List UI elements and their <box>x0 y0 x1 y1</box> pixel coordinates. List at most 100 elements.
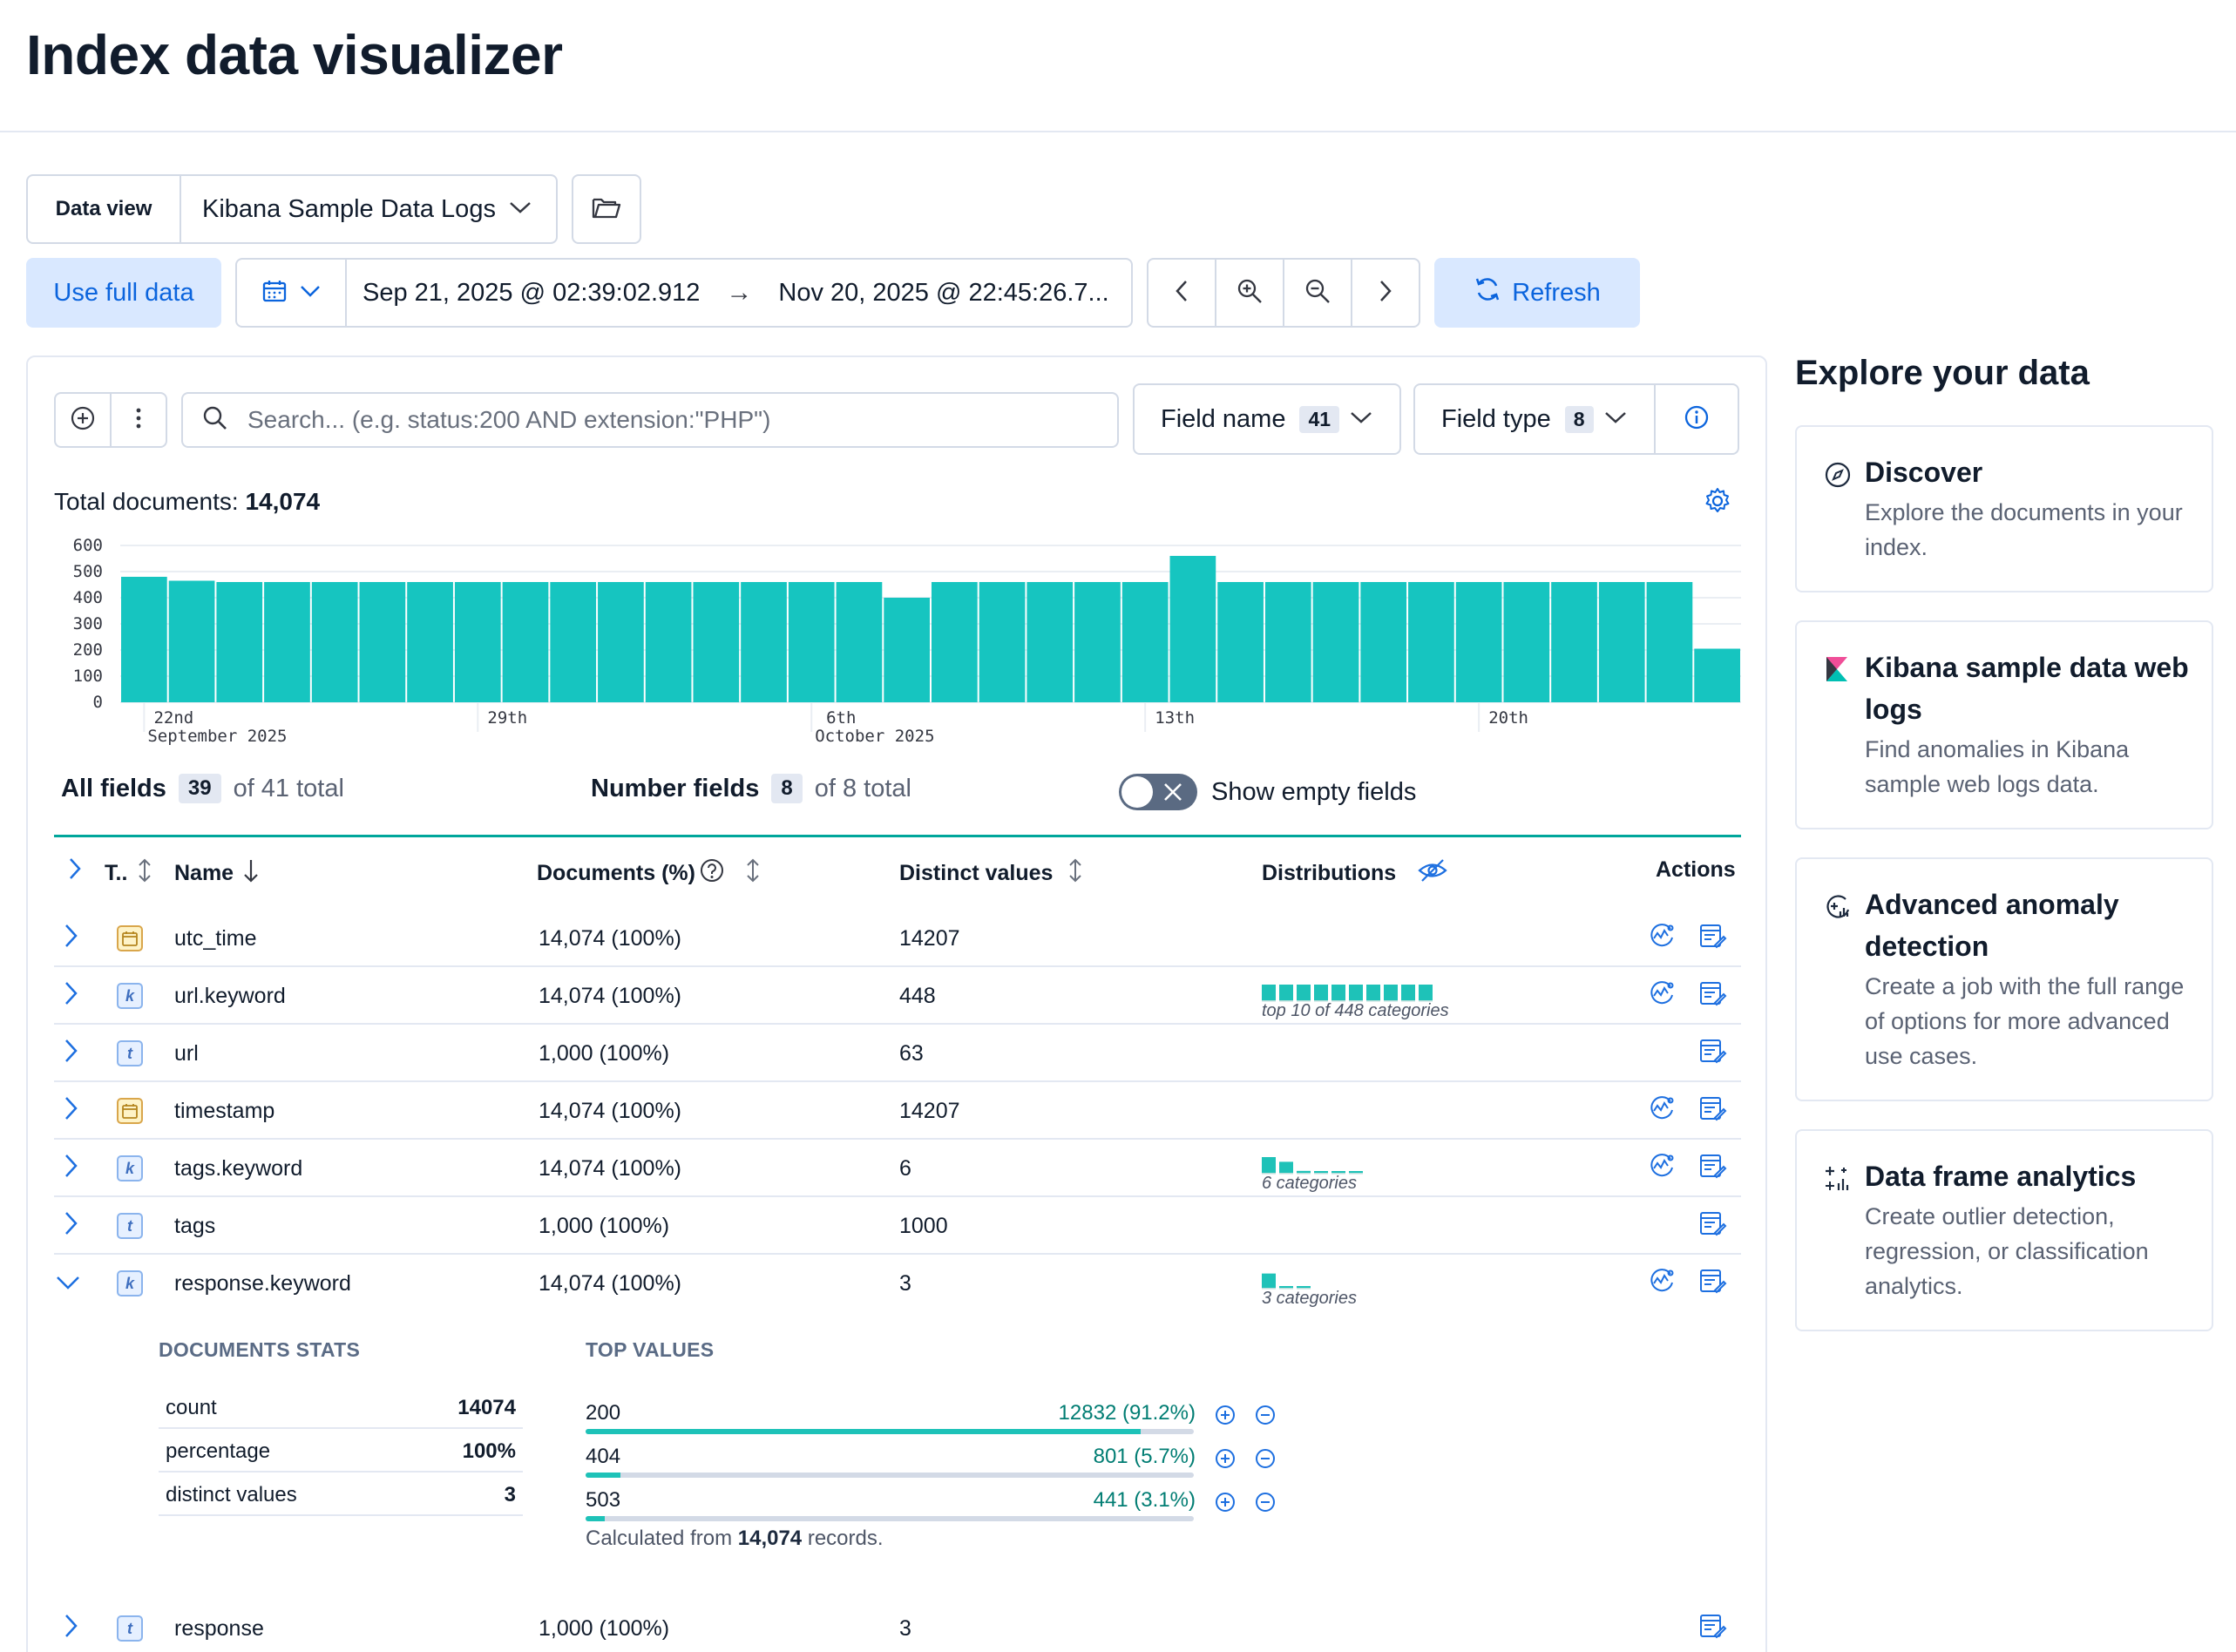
field-type-filter[interactable]: Field type 8 <box>1413 383 1739 455</box>
explore-in-lens-button[interactable] <box>1697 1600 1727 1652</box>
toggle-switch[interactable] <box>1119 774 1197 810</box>
explore-in-lens-button[interactable] <box>1697 1197 1727 1255</box>
expand-row-button[interactable] <box>63 1197 78 1255</box>
next-time-button[interactable] <box>1352 260 1419 326</box>
expand-row-button[interactable] <box>63 1600 78 1652</box>
search-icon <box>202 405 228 436</box>
explore-card[interactable]: Kibana sample data web logs Find anomalie… <box>1795 620 2213 829</box>
expand-row-button[interactable] <box>56 1255 80 1312</box>
y-tick-label: 400 <box>73 588 103 607</box>
zoom-in-button[interactable] <box>1216 260 1284 326</box>
open-folder-button[interactable] <box>572 174 641 244</box>
expand-all-button[interactable] <box>68 857 82 886</box>
explore-in-lens-button[interactable] <box>1697 1082 1727 1140</box>
expand-row-button[interactable] <box>63 1025 78 1082</box>
all-fields-total: of 41 total <box>233 774 344 802</box>
date-end[interactable]: Nov 20, 2025 @ 22:45:26.7... <box>778 278 1109 307</box>
quick-select-button[interactable] <box>237 260 347 326</box>
date-picker[interactable]: Sep 21, 2025 @ 02:39:02.912 → Nov 20, 20… <box>235 258 1133 328</box>
zoom-out-button[interactable] <box>1284 260 1352 326</box>
field-name: response.keyword <box>174 1270 351 1296</box>
expand-row-button[interactable] <box>63 1140 78 1197</box>
explore-in-lens-button[interactable] <box>1697 910 1727 967</box>
chevron-right-icon <box>63 1096 78 1127</box>
filter-out-value-icon[interactable] <box>1253 1403 1277 1432</box>
ml-action-button[interactable] <box>1647 967 1677 1025</box>
expand-row-button[interactable] <box>63 967 78 1025</box>
field-name-filter[interactable]: Field name 41 <box>1133 383 1401 455</box>
data-view-selector[interactable]: Data view Kibana Sample Data Logs <box>26 174 558 244</box>
x-tick-label: 29th <box>487 708 527 728</box>
field-type-cell: t <box>117 1197 143 1255</box>
text-type-icon: t <box>117 1615 143 1642</box>
ml-action-button[interactable] <box>1647 1255 1677 1312</box>
explore-in-lens-button[interactable] <box>1697 1025 1727 1082</box>
distinct-values: 63 <box>899 1040 924 1066</box>
filter-for-value-icon[interactable] <box>1213 1403 1237 1432</box>
add-filter-button[interactable] <box>56 394 112 446</box>
refresh-button[interactable]: Refresh <box>1434 258 1640 328</box>
top-value-key: 200 <box>586 1401 621 1425</box>
kibana-logo-icon <box>1823 655 1851 687</box>
top-value-bar <box>586 1473 1194 1478</box>
question-icon <box>699 857 725 890</box>
distribution-bar <box>1279 985 1293 1000</box>
previous-time-button[interactable] <box>1148 260 1216 326</box>
filter-for-value-icon[interactable] <box>1213 1490 1237 1519</box>
lens-icon <box>1697 1093 1727 1129</box>
stat-value: 100% <box>462 1439 516 1463</box>
date-start[interactable]: Sep 21, 2025 @ 02:39:02.912 <box>363 278 701 307</box>
query-menu-button[interactable] <box>112 394 166 446</box>
refresh-icon <box>1474 275 1501 310</box>
anomaly-chart-icon <box>1823 892 1853 926</box>
eye-closed-icon[interactable] <box>1417 857 1448 890</box>
ml-action-button[interactable] <box>1647 910 1677 967</box>
distribution-baseline <box>1384 1000 1398 1002</box>
distinct-values-column-header[interactable]: Distinct values <box>899 857 1084 890</box>
histogram-bar <box>1169 556 1216 702</box>
type-column-header[interactable]: T.. <box>105 857 153 890</box>
explore-card[interactable]: Data frame analytics Create outlier detec… <box>1795 1129 2213 1331</box>
chart-settings-button[interactable] <box>1703 486 1732 520</box>
filter-out-value-icon[interactable] <box>1253 1446 1277 1475</box>
distribution-bar <box>1297 985 1311 1000</box>
mini-bar-chart <box>1262 1273 1311 1290</box>
chevron-left-icon <box>1175 280 1189 307</box>
histogram-bar <box>550 582 597 702</box>
distribution-bar <box>1262 1273 1276 1288</box>
distinct-values: 3 <box>899 1615 911 1641</box>
search-bar[interactable] <box>181 392 1119 448</box>
explore-card[interactable]: Discover Explore the documents in your in… <box>1795 425 2213 592</box>
documents-header-label: Documents (%) <box>537 861 695 885</box>
documents-column-header[interactable]: Documents (%) <box>537 857 762 890</box>
expand-row-button[interactable] <box>63 1082 78 1140</box>
explore-in-lens-button[interactable] <box>1697 1255 1727 1312</box>
field-name: url.keyword <box>174 983 286 1008</box>
all-fields-count: 39 <box>178 774 221 803</box>
top-value-bar <box>586 1429 1194 1434</box>
field-type-info-button[interactable] <box>1654 385 1738 453</box>
number-fields-label: Number fields <box>591 774 760 802</box>
ml-action-button[interactable] <box>1647 1082 1677 1140</box>
field-name-filter-label: Field name <box>1161 404 1286 433</box>
name-column-header[interactable]: Name <box>174 857 260 890</box>
explore-in-lens-button[interactable] <box>1697 967 1727 1025</box>
histogram-bar <box>1694 648 1740 702</box>
show-empty-fields-toggle[interactable]: Show empty fields <box>1119 774 1416 810</box>
use-full-data-button[interactable]: Use full data <box>26 258 221 328</box>
distribution-bar <box>1349 985 1363 1000</box>
histogram-bar <box>741 582 787 702</box>
explore-card[interactable]: Advanced anomaly detection Create a job w… <box>1795 857 2213 1101</box>
ml-action-button[interactable] <box>1647 1140 1677 1197</box>
explore-card-description: Find anomalies in Kibana sample web logs… <box>1865 736 2130 797</box>
close-icon <box>1161 780 1185 811</box>
histogram-bar <box>216 582 263 702</box>
search-input[interactable] <box>247 406 1032 434</box>
expand-row-button[interactable] <box>63 910 78 967</box>
time-navigation <box>1147 258 1420 328</box>
explore-in-lens-button[interactable] <box>1697 1140 1727 1197</box>
distribution-chart: 6 categories <box>1262 1140 1488 1197</box>
stat-label: distinct values <box>166 1483 297 1506</box>
filter-for-value-icon[interactable] <box>1213 1446 1237 1475</box>
filter-out-value-icon[interactable] <box>1253 1490 1277 1519</box>
